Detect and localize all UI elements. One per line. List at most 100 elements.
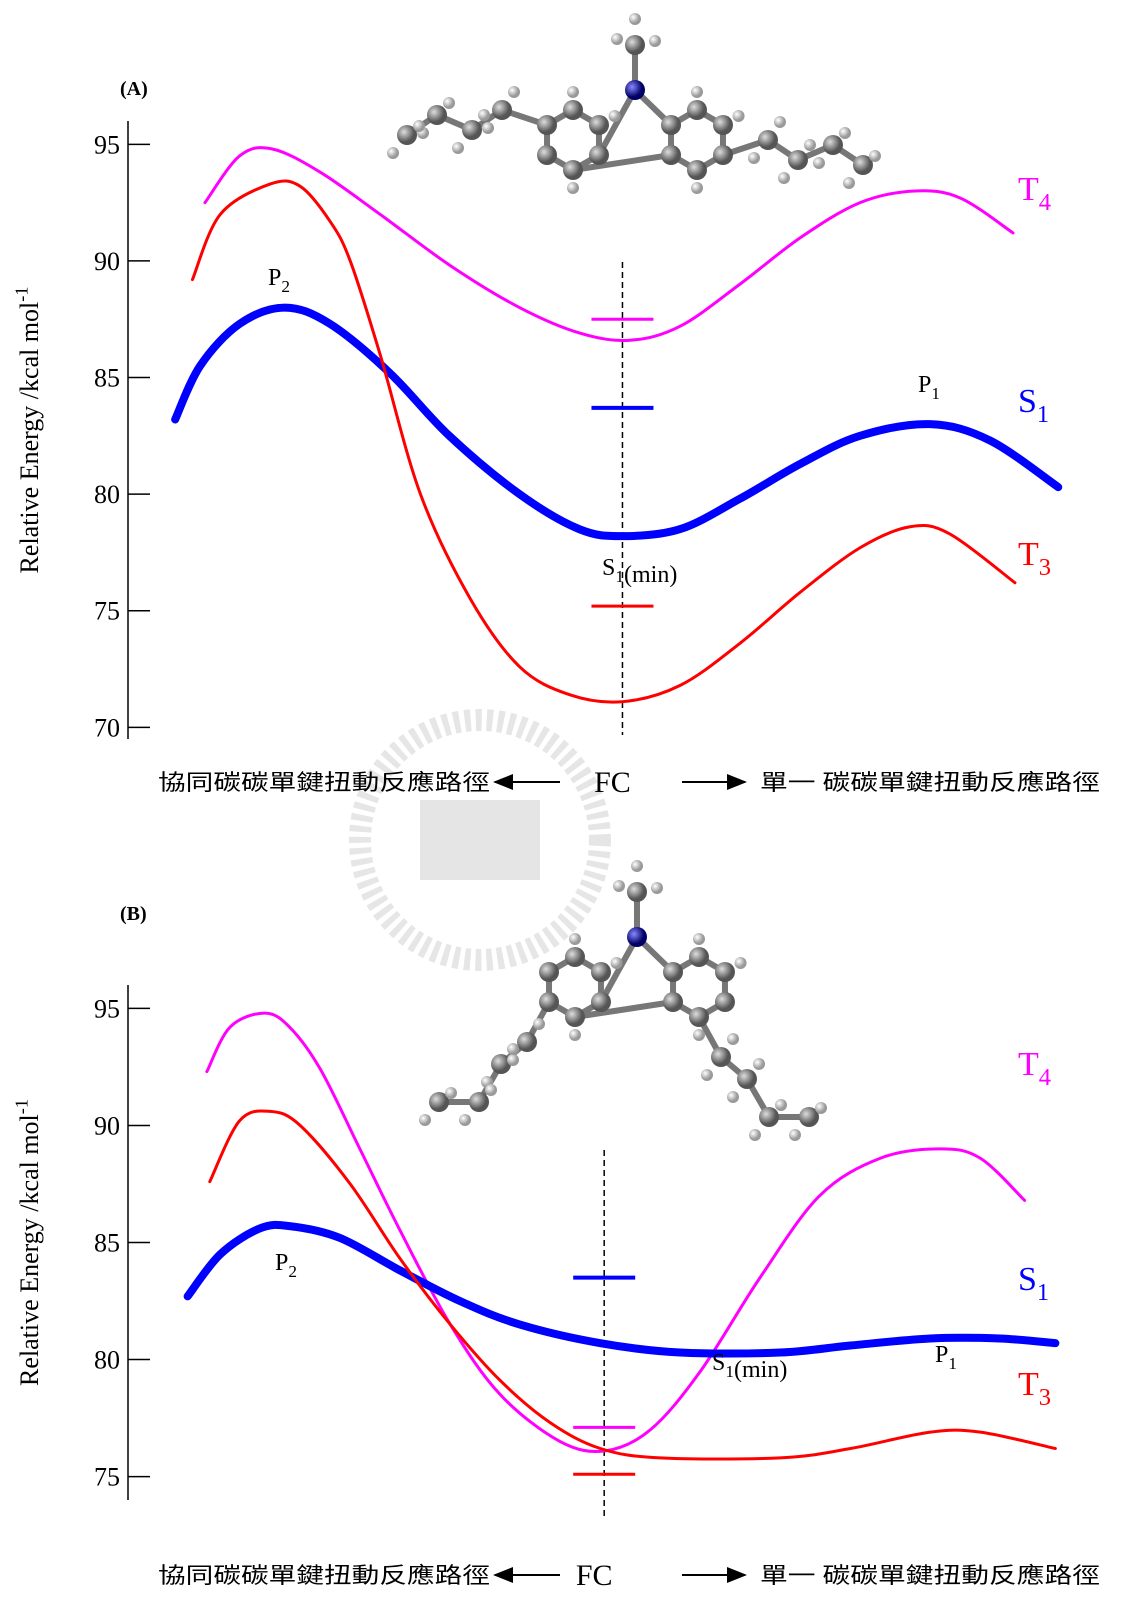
hydrogen-atom: [701, 1069, 713, 1081]
hydrogen-atom: [813, 157, 825, 169]
hydrogen-atom: [778, 172, 790, 184]
carbon-atom: [689, 1007, 709, 1027]
y-axis-label: Relative Energy /kcal mol-1: [12, 287, 44, 574]
hydrogen-atom: [478, 109, 490, 121]
series-label: S1: [1018, 1261, 1049, 1306]
carbon-atom: [563, 100, 583, 120]
hydrogen-atom: [804, 139, 816, 151]
energy-curve: [192, 181, 1015, 702]
carbon-atom: [713, 115, 733, 135]
nitrogen-atom: [627, 927, 647, 947]
carbon-atom: [661, 115, 681, 135]
hydrogen-atom: [727, 1091, 739, 1103]
y-tick-label: 75: [94, 1463, 120, 1492]
series-label: T3: [1018, 536, 1051, 581]
hydrogen-atom: [727, 1033, 739, 1045]
y-tick-label: 95: [94, 994, 120, 1023]
energy-curve: [188, 1225, 1056, 1354]
carbon-atom: [537, 115, 557, 135]
carbon-atom: [737, 1069, 757, 1089]
hydrogen-atom: [507, 1043, 519, 1055]
carbon-atom: [711, 1047, 731, 1067]
y-tick-label: 85: [94, 1229, 120, 1258]
x-caption-left: 協同碳碳單鍵扭動反應路徑: [158, 770, 490, 795]
carbon-atom: [661, 145, 681, 165]
carbon-atom: [591, 962, 611, 982]
x-caption-center: FC: [594, 766, 631, 799]
hydrogen-atom: [611, 957, 623, 969]
carbon-atom: [539, 962, 559, 982]
carbon-atom: [589, 145, 609, 165]
y-tick-label: 80: [94, 480, 120, 509]
y-tick-label: 95: [94, 130, 120, 159]
hydrogen-atom: [567, 86, 579, 98]
hydrogen-atom: [691, 86, 703, 98]
carbon-atom: [427, 105, 447, 125]
hydrogen-atom: [611, 33, 623, 45]
annotation: P2: [275, 1250, 297, 1281]
energy-curve: [210, 1111, 1056, 1459]
y-tick-label: 80: [94, 1346, 120, 1375]
hydrogen-atom: [507, 1054, 519, 1066]
energy-curve: [205, 148, 1013, 341]
hydrogen-atom: [387, 147, 399, 159]
x-caption-left: 協同碳碳單鍵扭動反應路徑: [158, 1563, 490, 1588]
hydrogen-atom: [459, 1114, 471, 1126]
series-label: S1: [1018, 383, 1049, 428]
carbon-atom: [715, 962, 735, 982]
carbon-atom: [625, 35, 645, 55]
hydrogen-atom: [839, 127, 851, 139]
watermark: [360, 720, 600, 960]
hydrogen-atom: [485, 1084, 497, 1096]
carbon-atom: [687, 160, 707, 180]
carbon-atom: [517, 1032, 537, 1052]
y-axis-label: Relative Energy /kcal mol-1: [12, 1099, 44, 1386]
carbon-atom: [759, 1107, 779, 1127]
hydrogen-atom: [419, 1114, 431, 1126]
carbon-atom: [537, 145, 557, 165]
hydrogen-atom: [753, 1058, 765, 1070]
hydrogen-atom: [508, 86, 520, 98]
carbon-atom: [565, 947, 585, 967]
carbon-atom: [758, 130, 778, 150]
hydrogen-atom: [533, 1018, 545, 1030]
watermark-block: [420, 800, 540, 880]
hydrogen-atom: [789, 1129, 801, 1141]
carbon-atom: [689, 947, 709, 967]
annotation: P2: [268, 265, 290, 296]
y-tick-label: 90: [94, 1111, 120, 1140]
hydrogen-atom: [775, 1099, 787, 1111]
carbon-atom: [469, 1092, 489, 1112]
hydrogen-atom: [651, 882, 663, 894]
carbon-atom: [823, 135, 843, 155]
hydrogen-atom: [445, 1087, 457, 1099]
figure: 70 75 80 85 90 95 Relative Energy /kcal mol-1 (…: [0, 0, 1136, 1615]
hydrogen-atom: [452, 142, 464, 154]
hydrogen-atom: [735, 957, 747, 969]
series-label: T4: [1018, 171, 1051, 216]
hydrogen-atom: [609, 110, 621, 122]
carbon-atom: [589, 115, 609, 135]
panel-label: (A): [120, 78, 148, 100]
carbon-atom: [492, 100, 512, 120]
energy-curve: [175, 308, 1058, 537]
nitrogen-atom: [625, 80, 645, 100]
hydrogen-atom: [443, 97, 455, 109]
carbon-atom: [788, 150, 808, 170]
hydrogen-atom: [693, 933, 705, 945]
carbon-atom: [591, 992, 611, 1012]
hydrogen-atom: [631, 860, 643, 872]
hydrogen-atom: [649, 35, 661, 47]
carbon-atom: [565, 1007, 585, 1027]
hydrogen-atom: [733, 110, 745, 122]
y-tick-label: 70: [94, 713, 120, 742]
annotation: S1(min): [602, 555, 677, 588]
page: 70 75 80 85 90 95 Relative Energy /kcal mol-1 (…: [0, 0, 1136, 1615]
hydrogen-atom: [815, 1102, 827, 1114]
carbon-atom: [713, 145, 733, 165]
series-label: T3: [1018, 1366, 1051, 1411]
hydrogen-atom: [569, 1029, 581, 1041]
hydrogen-atom: [413, 120, 425, 132]
carbon-atom: [715, 992, 735, 1012]
hydrogen-atom: [567, 182, 579, 194]
